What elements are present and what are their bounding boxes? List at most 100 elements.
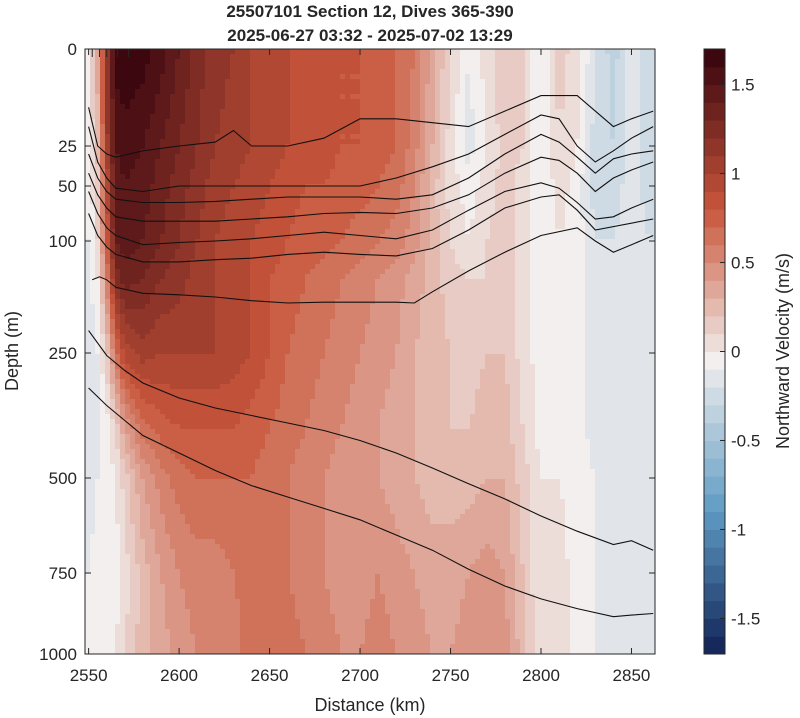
field-cell [350,209,356,215]
field-cell [280,109,286,115]
field-cell [230,189,236,195]
field-cell [535,244,541,250]
field-cell [345,64,351,70]
field-cell [575,99,581,105]
field-cell [175,209,181,215]
field-cell [320,89,326,95]
field-cell [370,214,376,220]
field-cell [445,264,451,270]
field-cell [165,49,171,55]
field-cell [310,254,316,260]
field-cell [480,249,486,255]
field-cell [430,149,436,155]
field-cell [265,224,271,230]
field-cell [135,179,141,185]
field-cell [465,104,471,110]
field-cell [615,179,621,185]
field-cell [125,94,131,100]
field-cell [225,94,231,100]
field-cell [450,169,456,175]
field-cell [540,264,546,270]
field-cell [635,259,641,265]
field-cell [220,129,226,135]
field-cell [125,119,131,125]
field-cell [190,164,196,170]
field-cell [85,209,91,215]
field-cell [525,94,531,100]
field-cell [505,194,511,200]
field-cell [140,124,146,130]
field-cell [115,104,121,110]
field-cell [625,254,631,260]
field-cell [215,179,221,185]
field-cell [375,119,381,125]
field-cell [285,79,291,85]
field-cell [320,144,326,150]
field-cell [515,214,521,220]
field-cell [500,239,506,245]
field-cell [435,69,441,75]
field-cell [160,74,166,80]
field-cell [325,144,331,150]
field-cell [295,159,301,165]
field-cell [480,174,486,180]
field-cell [135,54,141,60]
field-cell [250,49,256,55]
field-cell [365,94,371,100]
field-cell [360,74,366,80]
field-cell [395,204,401,210]
field-cell [225,259,231,265]
field-cell [200,144,206,150]
field-cell [610,239,616,245]
field-cell [345,74,351,80]
field-cell [540,104,546,110]
field-cell [420,49,426,55]
field-cell [440,64,446,70]
field-cell [630,54,636,60]
field-cell [395,144,401,150]
field-cell [345,204,351,210]
field-cell [190,219,196,225]
field-cell [300,114,306,120]
field-cell [540,244,546,250]
field-cell [555,94,561,100]
field-cell [425,224,431,230]
field-cell [395,124,401,130]
field-cell [295,219,301,225]
field-cell [225,159,231,165]
field-cell [340,64,346,70]
field-cell [230,169,236,175]
field-cell [385,154,391,160]
field-cell [635,69,641,75]
field-cell [175,219,181,225]
field-cell [380,84,386,90]
field-cell [115,114,121,120]
field-cell [105,209,111,215]
field-cell [360,149,366,155]
field-cell [130,109,136,115]
field-cell [400,74,406,80]
field-cell [190,104,196,110]
field-cell [330,149,336,155]
field-cell [395,179,401,185]
field-cell [140,254,146,260]
field-cell [240,229,246,235]
field-cell [310,244,316,250]
field-cell [395,154,401,160]
field-cell [530,124,536,130]
field-cell [485,119,491,125]
field-cell [355,89,361,95]
field-cell [235,79,241,85]
field-cell [525,54,531,60]
field-cell [575,84,581,90]
field-cell [625,199,631,205]
field-cell [220,234,226,240]
field-cell [445,259,451,265]
field-cell [555,224,561,230]
field-cell [175,94,181,100]
field-cell [550,94,556,100]
field-cell [405,184,411,190]
field-cell [160,154,166,160]
field-cell [550,59,556,65]
field-cell [340,144,346,150]
